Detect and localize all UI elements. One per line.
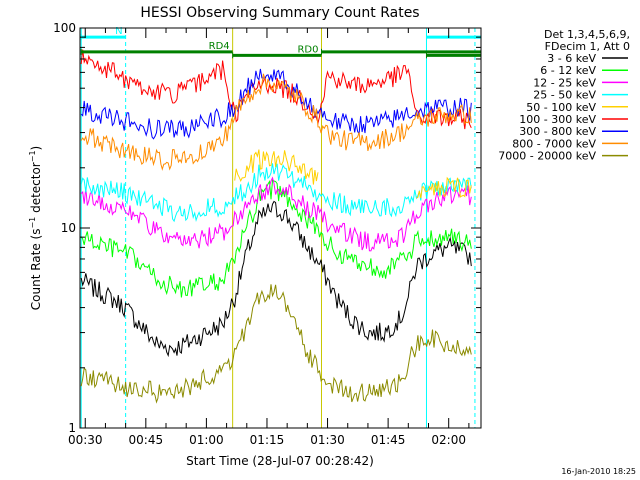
series-line-7 (80, 68, 472, 140)
y-axis: 1 10 100 (53, 21, 481, 435)
legend-item-label: 3 - 6 keV (547, 52, 596, 65)
legend-item-label: 800 - 7000 keV (512, 137, 596, 150)
series-line-3 (80, 176, 472, 252)
x-tick-label: 01:30 (310, 433, 345, 447)
series-line-8 (80, 73, 472, 171)
legend: Det 1,3,4,5,6,9, FDecim 1, Att 0 3 - 6 k… (498, 28, 630, 163)
legend-header-line-1: Det 1,3,4,5,6,9, (544, 28, 630, 41)
y-axis-label: Count Rate (s−1 detector−1) (28, 146, 43, 310)
series-line-4 (80, 163, 472, 223)
legend-item-label: 50 - 100 keV (526, 101, 596, 114)
legend-item-label: 100 - 300 keV (519, 113, 596, 126)
series-line-2 (80, 179, 472, 298)
x-axis: 00:30 00:45 01:00 01:15 01:30 01:45 02:00 (68, 28, 470, 447)
y-tick-label: 10 (61, 221, 76, 235)
series-line-5 (234, 149, 472, 199)
footer-timestamp: 16-Jan-2010 18:25 (561, 467, 636, 476)
series-line-9 (80, 284, 472, 404)
y-tick-label: 100 (53, 21, 76, 35)
x-tick-label: 00:30 (68, 433, 103, 447)
legend-item-label: 25 - 50 keV (533, 89, 596, 102)
mode-segment-label-3: RD0 (297, 44, 318, 55)
x-tick-label: 02:00 (431, 433, 466, 447)
chart-title: HESSI Observing Summary Count Rates (140, 5, 419, 21)
legend-item-label: 300 - 800 keV (519, 125, 596, 138)
legend-item-label: 7000 - 20000 keV (498, 150, 596, 163)
mode-segment-label-1: N (115, 26, 122, 37)
legend-item-label: 12 - 25 keV (533, 76, 596, 89)
legend-item-label: 6 - 12 keV (540, 64, 596, 77)
legend-header-line-2: FDecim 1, Att 0 (545, 40, 630, 53)
x-tick-label: 00:45 (129, 433, 164, 447)
series-line-6 (80, 49, 472, 130)
x-tick-label: 01:15 (250, 433, 285, 447)
x-axis-label: Start Time (28-Jul-07 00:28:42) (186, 454, 374, 468)
x-tick-label: 01:00 (189, 433, 224, 447)
x-tick-label: 01:45 (371, 433, 406, 447)
series-line-1 (80, 200, 472, 358)
mode-segment-label-2: RD4 (209, 41, 230, 52)
y-tick-label: 1 (68, 421, 76, 435)
plot-area: N RD4 RD0 (80, 26, 481, 428)
